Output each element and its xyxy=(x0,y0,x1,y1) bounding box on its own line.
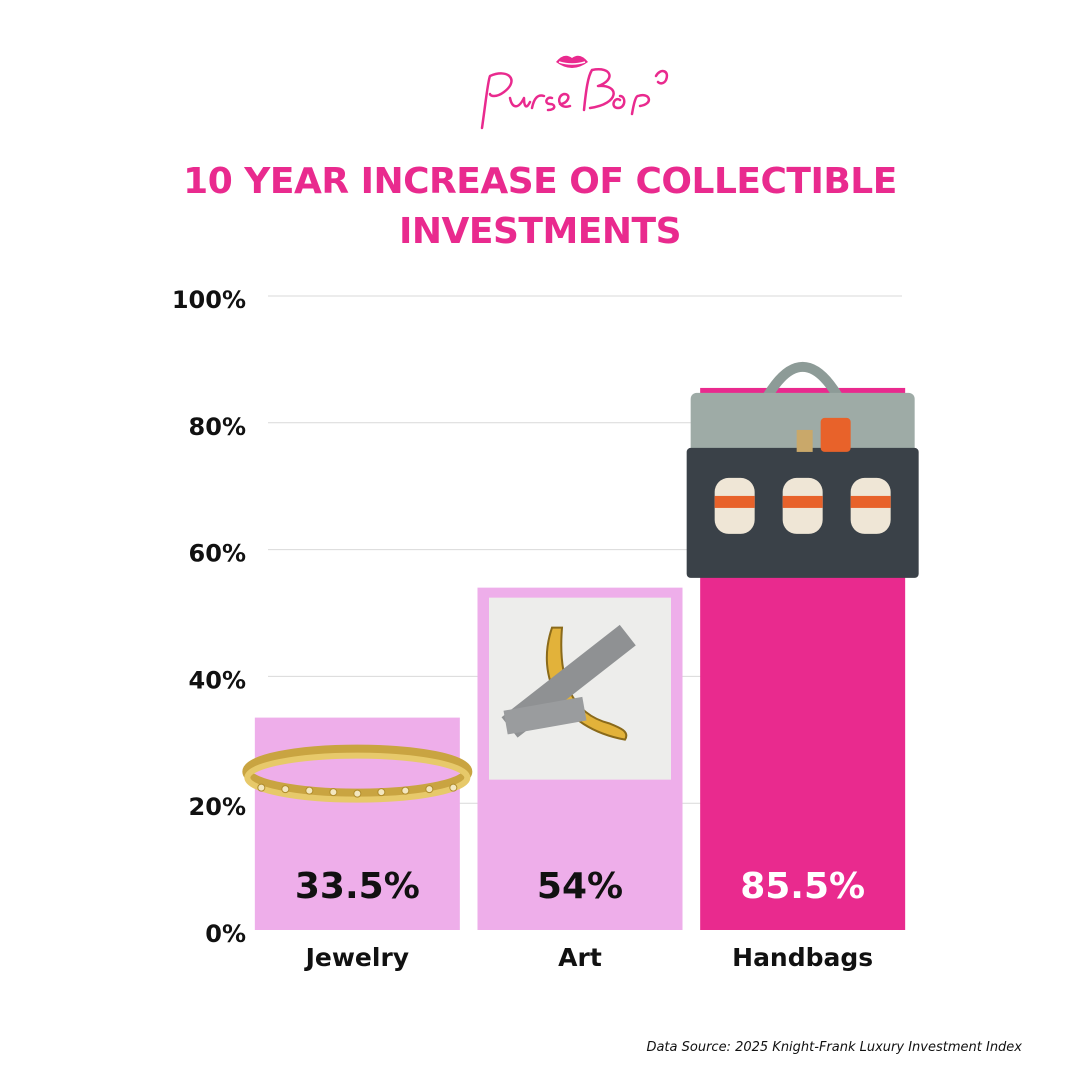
x-tick-label-jewelry: Jewelry xyxy=(304,943,410,972)
pursebop-logo xyxy=(480,55,669,130)
chart-title-line-2: INVESTMENTS xyxy=(399,211,682,252)
x-tick-label-art: Art xyxy=(558,943,602,972)
bracelet-icon xyxy=(242,744,473,803)
data-label-jewelry: 33.5% xyxy=(295,866,420,907)
data-label-handbags: 85.5% xyxy=(740,866,865,907)
y-tick-label: 60% xyxy=(189,540,246,568)
data-source-note: Data Source: 2025 Knight-Frank Luxury In… xyxy=(646,1040,1022,1055)
data-labels: 33.5% 54% 85.5% xyxy=(295,866,865,907)
y-tick-label: 20% xyxy=(189,793,246,821)
bars xyxy=(242,362,919,930)
data-label-art: 54% xyxy=(537,866,623,907)
x-axis-tick-labels: Jewelry Art Handbags xyxy=(304,943,874,972)
y-tick-label: 100% xyxy=(172,286,246,314)
y-tick-label: 40% xyxy=(189,666,246,694)
banana-art-icon xyxy=(489,597,671,780)
y-tick-label: 0% xyxy=(205,920,246,948)
chart-title-line-1: 10 YEAR INCREASE OF COLLECTIBLE xyxy=(183,161,897,202)
y-axis-tick-labels: 0% 20% 40% 60% 80% 100% xyxy=(172,286,246,948)
handbag-icon xyxy=(686,362,919,578)
lips-icon xyxy=(556,55,588,68)
y-tick-label: 80% xyxy=(189,413,246,441)
x-tick-label-handbags: Handbags xyxy=(732,943,873,972)
